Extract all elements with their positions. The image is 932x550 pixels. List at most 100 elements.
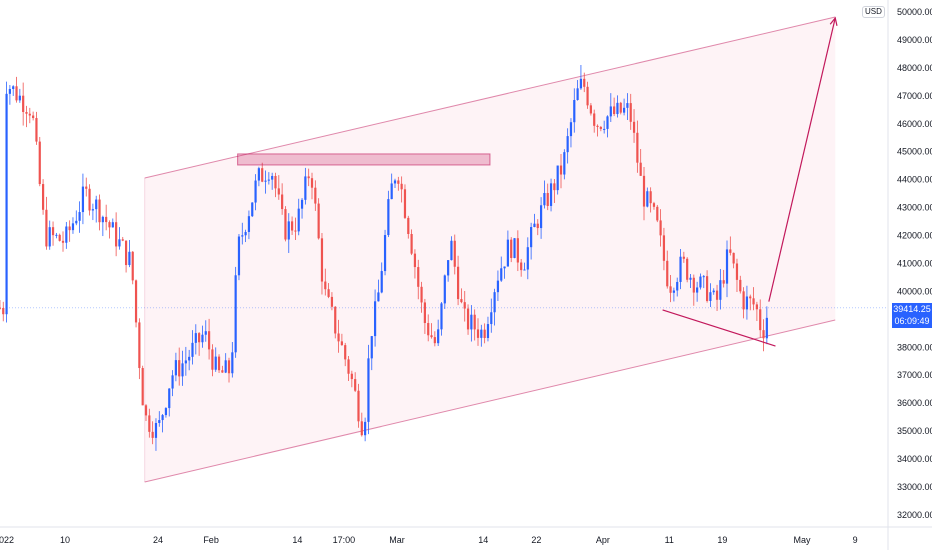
candle-down bbox=[25, 112, 28, 114]
y-tick-label: 48000.00 bbox=[897, 63, 932, 73]
candle-down bbox=[178, 360, 181, 377]
candle-up bbox=[646, 191, 649, 207]
candle-up bbox=[231, 352, 234, 374]
candle-up bbox=[188, 356, 191, 361]
candle-down bbox=[148, 415, 151, 432]
candle-up bbox=[526, 247, 529, 270]
candle-down bbox=[347, 359, 350, 374]
candle-up bbox=[370, 336, 373, 359]
y-tick-label: 41000.00 bbox=[897, 258, 932, 268]
candle-down bbox=[0, 307, 2, 309]
candle-down bbox=[121, 239, 124, 241]
candle-down bbox=[307, 176, 310, 179]
candle-up bbox=[251, 202, 254, 217]
candle-down bbox=[85, 186, 88, 189]
candle-down bbox=[357, 390, 360, 422]
candle-up bbox=[503, 266, 506, 269]
x-tick-label: 11 bbox=[665, 535, 674, 545]
candle-down bbox=[749, 296, 752, 299]
candle-down bbox=[337, 333, 340, 342]
candle-up bbox=[214, 356, 217, 370]
candles bbox=[0, 64, 768, 451]
candle-up bbox=[55, 234, 58, 236]
candle-down bbox=[115, 222, 118, 247]
candle-down bbox=[294, 230, 297, 232]
candle-up bbox=[201, 334, 204, 343]
candle-up bbox=[118, 239, 121, 247]
candle-down bbox=[642, 175, 646, 207]
candle-up bbox=[500, 268, 503, 281]
candle-down bbox=[536, 223, 539, 229]
candle-up bbox=[719, 280, 722, 300]
y-tick-label: 50000.00 bbox=[897, 7, 932, 17]
candle-countdown: 06:09:49 bbox=[894, 316, 930, 326]
candle-up bbox=[377, 292, 380, 302]
candle-up bbox=[254, 180, 257, 203]
candle-up bbox=[78, 212, 81, 221]
candle-up bbox=[161, 415, 164, 421]
candle-down bbox=[141, 368, 144, 406]
candle-up bbox=[579, 78, 583, 89]
candle-down bbox=[516, 238, 519, 263]
candle-down bbox=[28, 113, 31, 116]
candle-down bbox=[420, 286, 423, 303]
channel-upper-line bbox=[144, 16, 836, 179]
candle-down bbox=[410, 233, 413, 254]
candle-up bbox=[194, 333, 197, 343]
candle-down bbox=[138, 322, 141, 369]
candle-down bbox=[340, 341, 343, 346]
candle-down bbox=[277, 188, 280, 195]
candle-up bbox=[111, 222, 114, 228]
candle-down bbox=[659, 220, 662, 236]
candle-up bbox=[91, 209, 94, 211]
candle-up bbox=[204, 331, 207, 335]
x-tick-label: Mar bbox=[389, 535, 405, 545]
currency-label[interactable]: USD bbox=[862, 6, 885, 18]
candle-up bbox=[300, 199, 304, 209]
candle-down bbox=[456, 266, 460, 300]
candle-up bbox=[154, 422, 158, 438]
candle-down bbox=[430, 335, 433, 338]
candle-up bbox=[556, 165, 559, 191]
candle-up bbox=[569, 122, 573, 137]
candle-down bbox=[330, 296, 334, 307]
candle-up bbox=[383, 235, 387, 272]
y-tick-label: 43000.00 bbox=[897, 203, 932, 213]
candle-up bbox=[702, 276, 705, 278]
candle-down bbox=[35, 118, 38, 142]
y-tick-label: 33000.00 bbox=[897, 482, 932, 492]
candle-down bbox=[762, 330, 765, 339]
candle-up bbox=[95, 199, 98, 210]
candle-down bbox=[417, 267, 420, 287]
x-tick-label: 2022 bbox=[0, 535, 14, 545]
candle-down bbox=[639, 162, 642, 176]
candle-down bbox=[317, 203, 320, 239]
candle-up bbox=[437, 329, 440, 344]
candle-down bbox=[98, 199, 101, 223]
x-tick-label: 24 bbox=[153, 535, 163, 545]
candle-up bbox=[745, 296, 749, 310]
x-tick-label: Feb bbox=[203, 535, 219, 545]
y-tick-label: 37000.00 bbox=[897, 370, 932, 380]
candle-up bbox=[191, 342, 194, 357]
x-tick-label: 14 bbox=[478, 535, 488, 545]
candle-up bbox=[65, 226, 68, 243]
candle-up bbox=[533, 223, 536, 228]
candle-down bbox=[692, 277, 695, 293]
candle-up bbox=[101, 216, 104, 223]
y-tick-label: 49000.00 bbox=[897, 35, 932, 45]
y-tick-label: 35000.00 bbox=[897, 426, 932, 436]
candle-down bbox=[284, 209, 287, 240]
candle-down bbox=[583, 78, 586, 87]
candle-down bbox=[466, 308, 470, 330]
candle-down bbox=[22, 95, 25, 113]
candle-down bbox=[32, 115, 35, 119]
candle-up bbox=[264, 180, 267, 182]
candle-up bbox=[622, 107, 626, 113]
candle-up bbox=[75, 220, 78, 224]
candle-down bbox=[652, 203, 656, 207]
candle-up bbox=[287, 221, 290, 240]
candle-up bbox=[387, 199, 390, 236]
candle-down bbox=[124, 240, 128, 266]
